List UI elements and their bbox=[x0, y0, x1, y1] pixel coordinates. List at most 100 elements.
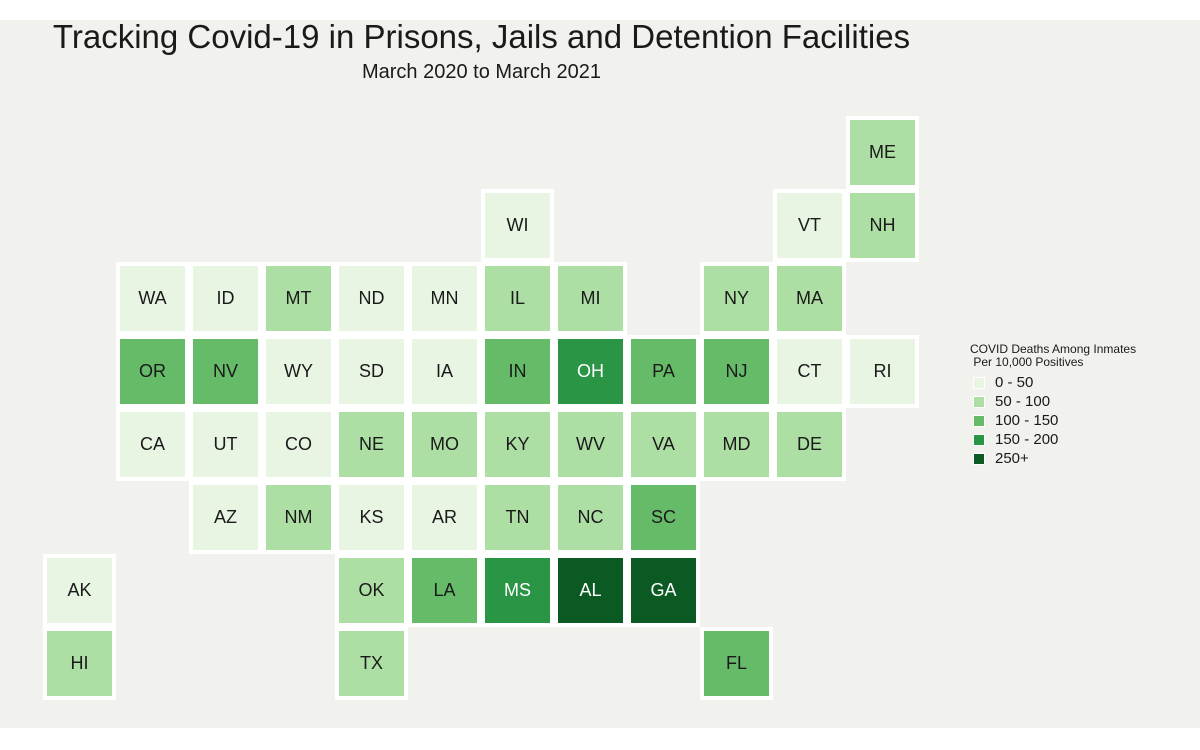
state-label: NE bbox=[358, 434, 384, 454]
legend: COVID Deaths Among Inmates Per 10,000 Po… bbox=[970, 343, 1136, 468]
state-label: TN bbox=[505, 507, 530, 527]
state-tile-ga: GA bbox=[627, 554, 700, 627]
state-tile-ri: RI bbox=[846, 335, 919, 408]
state-tile-nc: NC bbox=[554, 481, 627, 554]
state-tile-mn: MN bbox=[408, 262, 481, 335]
state-label: DE bbox=[796, 434, 822, 454]
state-tile-sc: SC bbox=[627, 481, 700, 554]
legend-item: 150 - 200 bbox=[970, 430, 1136, 449]
legend-label: 250+ bbox=[995, 450, 1029, 467]
state-tile-pa: PA bbox=[627, 335, 700, 408]
state-label: LA bbox=[433, 580, 456, 600]
legend-title: COVID Deaths Among Inmates Per 10,000 Po… bbox=[970, 342, 1137, 369]
state-tile-ms: MS bbox=[481, 554, 554, 627]
state-label: NC bbox=[577, 507, 604, 527]
state-tile-ma: MA bbox=[773, 262, 846, 335]
state-tile-nh: NH bbox=[846, 189, 919, 262]
state-label: OH bbox=[577, 361, 604, 381]
legend-swatch bbox=[973, 452, 985, 465]
state-label: NH bbox=[869, 215, 896, 235]
legend-items: 0 - 50 50 - 100 100 - 150 150 - 200 250+ bbox=[970, 373, 1136, 468]
state-label: ME bbox=[869, 142, 896, 162]
state-label: CO bbox=[285, 434, 312, 454]
state-label: AR bbox=[431, 507, 457, 527]
state-label: HI bbox=[70, 653, 89, 673]
state-tile-ok: OK bbox=[335, 554, 408, 627]
chart-subtitle: March 2020 to March 2021 bbox=[361, 61, 602, 83]
state-tile-oh: OH bbox=[554, 335, 627, 408]
state-tile-ar: AR bbox=[408, 481, 481, 554]
state-label: GA bbox=[650, 580, 677, 600]
state-tile-hi: HI bbox=[43, 627, 116, 700]
state-tile-ca: CA bbox=[116, 408, 189, 481]
state-label: OR bbox=[139, 361, 166, 381]
state-label: TX bbox=[359, 653, 383, 673]
state-tile-ny: NY bbox=[700, 262, 773, 335]
state-label: RI bbox=[873, 361, 892, 381]
state-label: UT bbox=[213, 434, 238, 454]
state-label: MT bbox=[285, 288, 312, 308]
state-label: SD bbox=[358, 361, 384, 381]
state-label: NJ bbox=[725, 361, 748, 381]
state-label: OK bbox=[358, 580, 385, 600]
state-tile-wi: WI bbox=[481, 189, 554, 262]
state-tile-il: IL bbox=[481, 262, 554, 335]
state-label: SC bbox=[650, 507, 676, 527]
state-tile-wa: WA bbox=[116, 262, 189, 335]
state-label: CA bbox=[139, 434, 165, 454]
state-label: AK bbox=[67, 580, 92, 600]
state-label: IA bbox=[435, 361, 453, 381]
state-tile-nm: NM bbox=[262, 481, 335, 554]
legend-item: 0 - 50 bbox=[970, 373, 1136, 392]
state-label: MO bbox=[430, 434, 459, 454]
state-tile-md: MD bbox=[700, 408, 773, 481]
state-label: MA bbox=[796, 288, 823, 308]
legend-swatch bbox=[973, 414, 985, 427]
state-tile-in: IN bbox=[481, 335, 554, 408]
legend-label: 100 - 150 bbox=[995, 412, 1059, 429]
state-tile-va: VA bbox=[627, 408, 700, 481]
state-tile-ky: KY bbox=[481, 408, 554, 481]
state-tile-tn: TN bbox=[481, 481, 554, 554]
state-label: NM bbox=[284, 507, 313, 527]
state-label: VT bbox=[797, 215, 821, 235]
state-tile-mo: MO bbox=[408, 408, 481, 481]
state-tile-al: AL bbox=[554, 554, 627, 627]
state-tile-tx: TX bbox=[335, 627, 408, 700]
state-label: PA bbox=[652, 361, 675, 381]
legend-item: 100 - 150 bbox=[970, 411, 1136, 430]
state-label: CT bbox=[797, 361, 822, 381]
state-label: WA bbox=[138, 288, 167, 308]
chart-title: Tracking Covid-19 in Prisons, Jails and … bbox=[52, 18, 911, 55]
state-tile-az: AZ bbox=[189, 481, 262, 554]
state-label: IL bbox=[509, 288, 525, 308]
legend-item: 250+ bbox=[970, 449, 1136, 468]
state-tile-sd: SD bbox=[335, 335, 408, 408]
state-label: IN bbox=[508, 361, 527, 381]
state-tile-mi: MI bbox=[554, 262, 627, 335]
state-label: MI bbox=[580, 288, 601, 308]
state-label: FL bbox=[725, 653, 747, 673]
state-tile-wy: WY bbox=[262, 335, 335, 408]
state-label: ND bbox=[358, 288, 385, 308]
state-tile-ak: AK bbox=[43, 554, 116, 627]
state-label: AL bbox=[579, 580, 602, 600]
state-label: WI bbox=[506, 215, 529, 235]
state-label: MN bbox=[430, 288, 459, 308]
legend-swatch bbox=[973, 395, 985, 408]
state-tile-vt: VT bbox=[773, 189, 846, 262]
legend-label: 0 - 50 bbox=[995, 374, 1034, 391]
state-tile-me: ME bbox=[846, 116, 919, 189]
state-tile-la: LA bbox=[408, 554, 481, 627]
state-tile-fl: FL bbox=[700, 627, 773, 700]
state-label: MS bbox=[504, 580, 531, 600]
state-label: WV bbox=[576, 434, 605, 454]
state-tile-nd: ND bbox=[335, 262, 408, 335]
state-tile-ia: IA bbox=[408, 335, 481, 408]
state-tile-co: CO bbox=[262, 408, 335, 481]
state-tile-ne: NE bbox=[335, 408, 408, 481]
state-label: MD bbox=[722, 434, 751, 454]
state-tile-or: OR bbox=[116, 335, 189, 408]
